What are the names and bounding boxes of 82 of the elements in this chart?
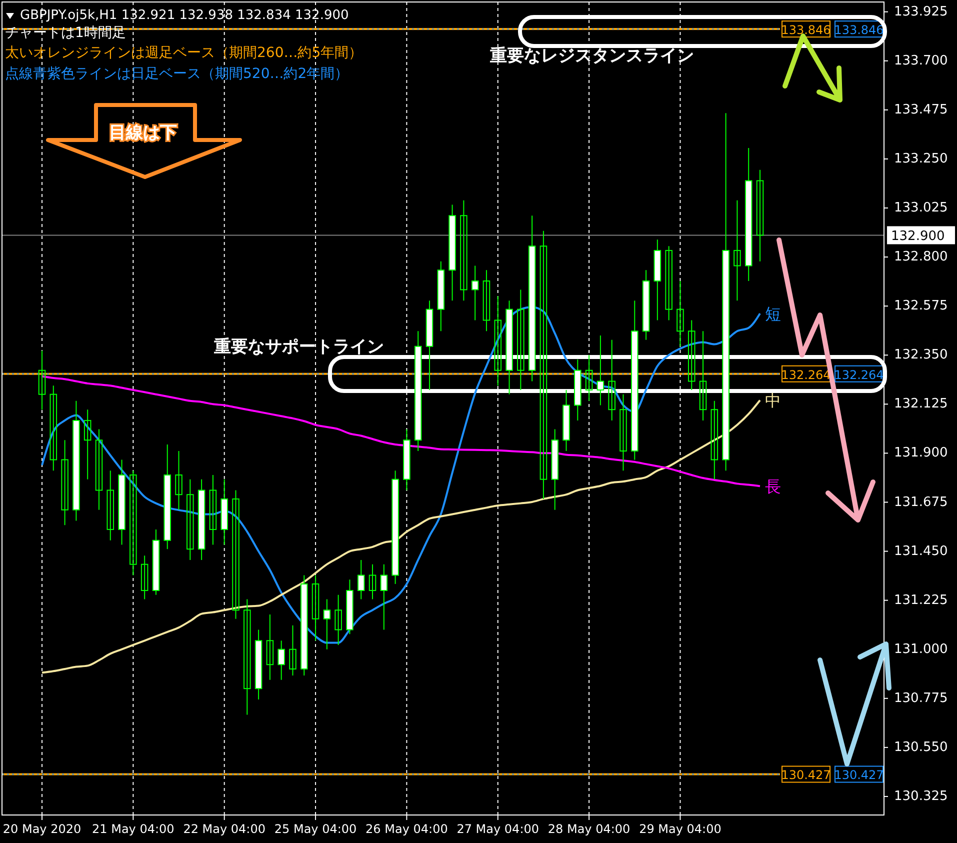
y-tick-label: 133.475 (894, 102, 948, 118)
candlestick (540, 230, 548, 500)
candlestick (517, 289, 524, 390)
candlestick (140, 555, 148, 600)
candlestick (676, 280, 684, 347)
series-label: 短 (765, 304, 781, 324)
candlestick (710, 400, 718, 480)
line-series (41, 399, 761, 674)
y-tick-label: 130.775 (894, 690, 948, 706)
y-tick-label: 131.675 (894, 494, 948, 510)
annotation: 重要なサポートライン (213, 336, 384, 357)
candlestick (688, 320, 696, 390)
ref-line-label: 132.264 (834, 368, 884, 382)
y-tick-label: 132.125 (894, 396, 948, 412)
candlestick (175, 450, 182, 510)
y-tick-label: 130.550 (894, 740, 948, 755)
candlestick (50, 385, 58, 472)
candlestick (95, 428, 103, 510)
x-tick-label: 28 May 04:00 (548, 822, 630, 836)
y-tick-label: 131.000 (894, 642, 948, 657)
y-tick-label: 130.325 (894, 789, 948, 804)
candlestick (471, 265, 479, 321)
y-tick-label: 131.225 (894, 592, 948, 608)
text: GBPJPY.oj5k,H1 132.921 132.938 132.834 132.900 (20, 8, 349, 23)
candlestick (84, 409, 92, 480)
y-tick-label: 133.250 (894, 151, 948, 166)
ref-line-label: 130.427 (834, 768, 884, 782)
annotation: 点線青紫色ラインは日足ベース（期間520…約2年間） (5, 66, 349, 82)
x-tick-label: 29 May 04:00 (639, 822, 722, 836)
y-tick-label: 133.025 (894, 200, 948, 216)
x-tick-label: 27 May 04:00 (456, 822, 540, 836)
annotation: 太いオレンジラインは週足ベース（期間260…約5年間） (5, 45, 363, 61)
annotation: 重要なレジスタンスライン (489, 46, 694, 66)
y-tick-label: 132.575 (894, 298, 948, 314)
y-tick-label: 132.800 (894, 250, 948, 265)
candlestick (130, 470, 137, 576)
series-label: 長 (765, 477, 781, 496)
candlestick (38, 350, 46, 410)
candlestick (699, 330, 707, 421)
candlestick (232, 490, 240, 620)
candlestick (323, 598, 331, 650)
y-tick-label: 133.700 (894, 53, 948, 68)
candlestick (734, 200, 741, 302)
x-tick-label: 21 May 04:00 (92, 822, 174, 836)
candlestick (357, 559, 365, 600)
candlestick (106, 470, 114, 541)
candlestick (380, 564, 388, 630)
candlestick (482, 270, 490, 332)
ref-line-label: 130.427 (781, 768, 831, 782)
x-tick-label: 26 May 04:00 (366, 822, 448, 836)
candlestick (244, 598, 251, 716)
ref-line-label: 132.900 (891, 229, 945, 244)
candlestick (289, 624, 296, 676)
annotation: 目線は下 (109, 123, 177, 143)
candlestick (596, 334, 604, 406)
y-tick-label: 131.900 (894, 446, 948, 461)
y-tick-label: 131.450 (894, 544, 948, 559)
ref-line-label: 133.846 (834, 23, 884, 38)
candlestick (186, 478, 194, 560)
candlestick (494, 296, 502, 386)
y-tick-label: 132.350 (894, 348, 948, 363)
candlestick (460, 200, 468, 302)
ref-line-label: 132.264 (781, 368, 831, 382)
candlestick (620, 394, 627, 472)
candlestick (278, 640, 285, 680)
candlestick (608, 339, 616, 421)
candlestick (209, 474, 217, 546)
candlestick (312, 574, 320, 642)
y-tick-label: 133.925 (894, 4, 948, 20)
candlestick (368, 564, 376, 600)
x-tick-label: 25 May 04:00 (274, 822, 357, 836)
series-label: 中 (765, 391, 781, 410)
annotation: チャートは1時間足 (5, 25, 126, 41)
candlestick (756, 169, 764, 262)
x-tick-label: 20 May 2020 (2, 822, 82, 836)
x-tick-label: 22 May 04:00 (183, 822, 266, 836)
candlestick (61, 440, 68, 526)
candlestick (665, 246, 672, 321)
candlestick (266, 614, 274, 680)
candlestick (585, 354, 593, 402)
candlestick (334, 594, 342, 646)
ref-line-label: 133.846 (781, 23, 831, 38)
